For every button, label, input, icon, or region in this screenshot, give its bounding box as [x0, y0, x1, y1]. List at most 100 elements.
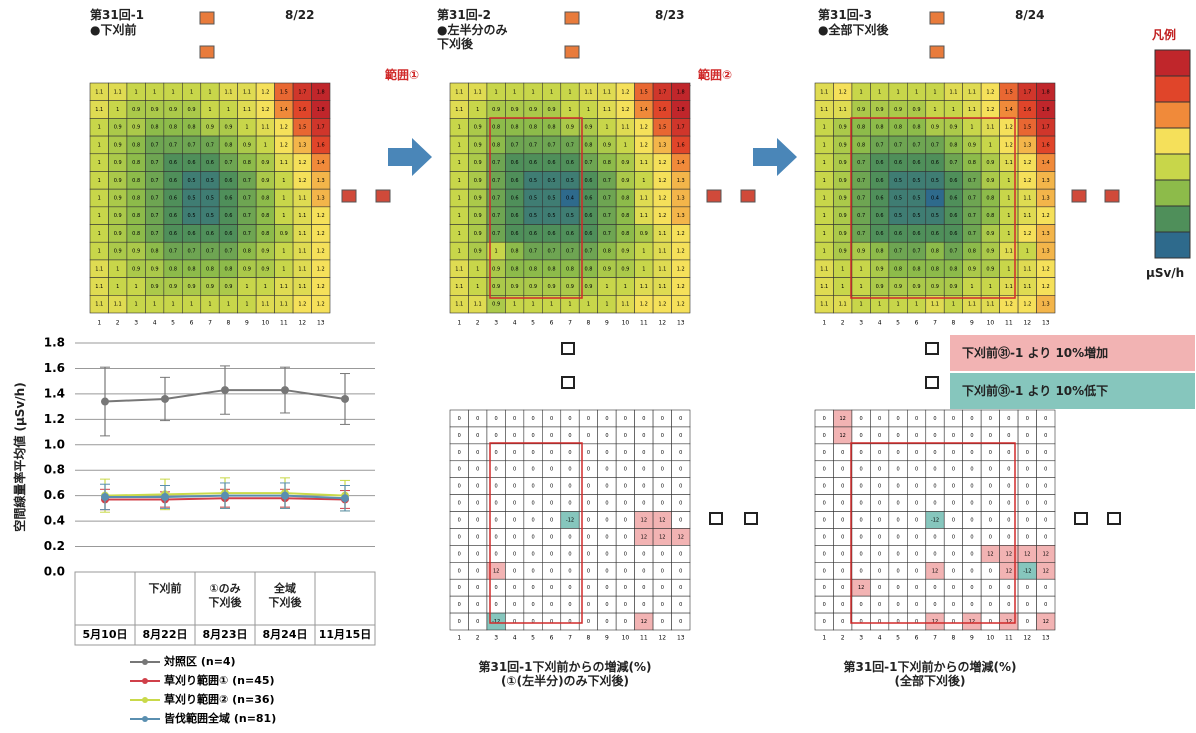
cell-value: 1	[171, 89, 174, 95]
cell-value: 0	[476, 568, 479, 574]
cell-value: 0	[550, 585, 553, 591]
map-date: 8/24	[1015, 8, 1045, 22]
cell-value: 0.9	[949, 125, 957, 131]
cell-value: 0	[878, 467, 881, 473]
cell-value: 0.7	[857, 178, 865, 184]
cell-value: 0.8	[529, 125, 537, 131]
cell-value: 0	[587, 551, 590, 557]
cell-value: 0.6	[224, 213, 232, 219]
x-tick-label: 7	[208, 320, 212, 327]
cell-value: 0.8	[876, 125, 884, 131]
cell-value: 0.9	[206, 125, 214, 131]
cell-value: 0	[568, 484, 571, 490]
cell-value: 0	[642, 433, 645, 439]
cell-value: 0	[823, 416, 826, 422]
cell-value: 1.1	[820, 266, 828, 272]
cell-value: 1.1	[280, 160, 288, 166]
cell-value: 0	[587, 433, 590, 439]
table-frame	[74, 571, 376, 646]
cell-value: 0	[1026, 619, 1029, 625]
cell-value: 0.8	[511, 266, 519, 272]
legend-swatch	[1154, 49, 1191, 77]
cell-value: 0.9	[621, 249, 629, 255]
cell-value: 0.9	[474, 178, 482, 184]
cell-value: 0	[587, 484, 590, 490]
cell-value: 12	[987, 551, 993, 557]
cell-value: 0.7	[968, 231, 976, 237]
cell-value: 1.7	[317, 125, 325, 131]
cell-value: 0	[568, 602, 571, 608]
cell-value: 1.2	[1005, 125, 1013, 131]
cell-value: 0.7	[188, 142, 196, 148]
cell-value: 0.9	[114, 160, 122, 166]
x-tick-label: 3	[494, 635, 498, 642]
x-tick-label: 2	[476, 320, 480, 327]
cell-value: 0.7	[188, 249, 196, 255]
cell-value: 0	[624, 585, 627, 591]
cell-value: 0.5	[206, 178, 214, 184]
cell-value: 0	[495, 602, 498, 608]
cell-value: 1.2	[261, 89, 269, 95]
cell-value: 1.6	[317, 142, 325, 148]
cell-value: 1.2	[1005, 302, 1013, 308]
heat-cell	[671, 295, 691, 314]
cell-value: 0	[860, 534, 863, 540]
cell-value: 12	[1006, 568, 1012, 574]
cell-value: 1.2	[1042, 266, 1050, 272]
cell-value: 0	[915, 450, 918, 456]
x-tick-label: 1	[822, 320, 826, 327]
cell-value: 0	[550, 501, 553, 507]
cell-value: 12	[840, 416, 846, 422]
cell-value: 1	[841, 266, 844, 272]
cell-value: 0	[476, 484, 479, 490]
cell-value: 1	[98, 213, 101, 219]
y-tick-label: 1.4	[44, 386, 65, 400]
cell-value: 0.8	[132, 142, 140, 148]
cell-value: 0.9	[839, 125, 847, 131]
cell-value: 0	[952, 450, 955, 456]
cell-value: 0.9	[261, 160, 269, 166]
cell-value: 0	[933, 433, 936, 439]
cell-value: 0	[915, 501, 918, 507]
cell-value: 0	[513, 433, 516, 439]
cell-value: 0	[476, 501, 479, 507]
y-tick-label: 0.6	[44, 488, 65, 502]
cell-value: 1.1	[95, 266, 103, 272]
cell-value: 0.9	[968, 142, 976, 148]
cell-value: 1	[513, 89, 516, 95]
legend-swatch	[1154, 179, 1191, 207]
cell-value: 1.1	[455, 302, 463, 308]
cell-value: 0.9	[280, 231, 288, 237]
cell-value: 0	[605, 501, 608, 507]
cell-value: 0	[1026, 534, 1029, 540]
cell-value: 0.8	[968, 160, 976, 166]
cell-value: 0.9	[114, 196, 122, 202]
cell-value: 0	[915, 619, 918, 625]
cell-value: 0	[860, 501, 863, 507]
cell-value: 1.5	[640, 89, 648, 95]
cell-value: 1.3	[1023, 142, 1031, 148]
cell-value: 1	[823, 249, 826, 255]
phase-label: 下刈前	[148, 582, 182, 595]
cell-value: 1.2	[317, 213, 325, 219]
x-tick-label: 8月23日	[203, 628, 248, 641]
cell-value: 0	[458, 518, 461, 524]
cell-value: 0.9	[261, 266, 269, 272]
cell-value: 0.9	[529, 107, 537, 113]
cell-value: 0.7	[529, 142, 537, 148]
cell-value: 1	[458, 196, 461, 202]
cell-value: 0.8	[566, 266, 574, 272]
difference-map: 0 0 0 0 0 0 0 0 0 0 0 0 0 0 0 0 0 0 0 0 0 0 0 0 0 0 0 0 0 0 0 0 0 0 0 0 0 0 0 0…	[449, 409, 691, 642]
cell-value: 0.6	[931, 231, 939, 237]
cell-value: 1.2	[317, 266, 325, 272]
cell-value: 1	[495, 89, 498, 95]
cell-value: 0	[1044, 416, 1047, 422]
cell-value: 0.6	[169, 160, 177, 166]
cell-value: 0.7	[492, 178, 500, 184]
cell-value: 0	[531, 551, 534, 557]
cell-value: 0	[624, 433, 627, 439]
cell-value: 0	[642, 416, 645, 422]
cell-value: 0	[513, 602, 516, 608]
cell-value: 0	[860, 416, 863, 422]
cell-value: 0.9	[188, 284, 196, 290]
